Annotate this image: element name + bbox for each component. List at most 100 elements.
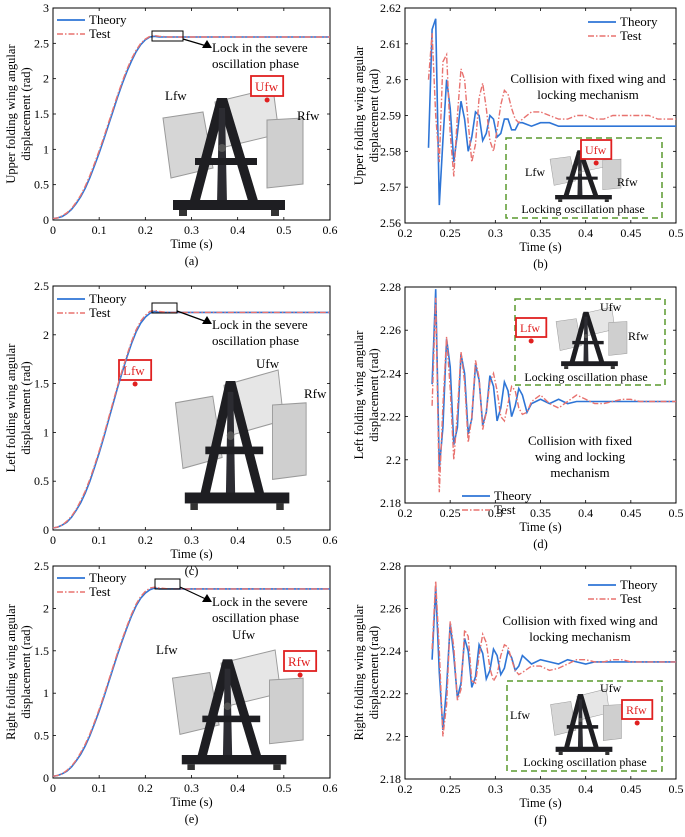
- rig-mast: [583, 316, 589, 364]
- rig-leg-left: [196, 659, 233, 759]
- right-wing-panel: [602, 704, 622, 741]
- photo-label-marker: [528, 338, 534, 344]
- rig-mast: [225, 391, 236, 497]
- rig-hinge: [218, 144, 226, 152]
- annotation-text: mechanism: [550, 465, 609, 480]
- photo-label-marker: [297, 672, 303, 678]
- y-axis-label: displacement (rad): [19, 67, 33, 160]
- annotation-text: Lock in the severe: [212, 40, 308, 55]
- legend-label: Test: [620, 591, 642, 606]
- x-tick-label: 0.3: [184, 533, 199, 547]
- rig-crossbar: [205, 446, 264, 455]
- annotation-text: Collision with fixed: [528, 433, 633, 448]
- rig-leg-right: [225, 380, 266, 497]
- photo-label: Lfw: [525, 165, 545, 179]
- y-tick-label: 0.5: [34, 474, 49, 488]
- x-axis-label: Time (s): [170, 237, 212, 251]
- inset-rig-photo: [555, 306, 628, 369]
- y-tick-label: 2.22: [380, 687, 401, 701]
- annotation-text: Lock in the severe: [212, 317, 308, 332]
- y-axis-label: displacement (rad): [367, 69, 381, 162]
- x-axis-label: Time (s): [170, 547, 212, 561]
- rig-leg-left: [189, 98, 227, 204]
- x-axis-label: Time (s): [519, 240, 561, 254]
- annotation-text: oscillation phase: [212, 333, 299, 348]
- legend-label: Test: [89, 584, 111, 599]
- x-tick-label: 0.1: [92, 533, 107, 547]
- y-tick-label: 2.26: [380, 323, 401, 337]
- rig-base: [555, 746, 613, 752]
- y-tick-label: 0.5: [34, 178, 49, 192]
- right-wing-panel: [266, 117, 304, 189]
- photo-label: Rfw: [297, 108, 320, 123]
- annotation-arrowhead: [202, 40, 212, 48]
- x-tick-label: 0.5: [669, 782, 684, 796]
- x-axis-label: Time (s): [519, 796, 561, 810]
- rig-foot: [605, 751, 610, 755]
- y-tick-label: 2.5: [34, 279, 49, 293]
- x-tick-label: 0.6: [323, 533, 338, 547]
- x-tick-label: 0: [50, 781, 56, 795]
- rig-foot: [187, 764, 195, 770]
- x-tick-label: 0.3: [488, 782, 503, 796]
- y-tick-label: 2.24: [380, 644, 401, 658]
- rig-leg-left: [199, 380, 236, 497]
- photo-label: Ufw: [585, 143, 607, 157]
- rig-foot: [190, 503, 198, 510]
- rig-hinge: [578, 717, 583, 722]
- rig-leg-right: [217, 98, 259, 204]
- inset-title: Locking oscillation phase: [524, 370, 647, 384]
- y-tick-label: 1: [43, 686, 49, 700]
- legend-label: Theory: [620, 14, 658, 29]
- y-axis-label: Upper folding wing angular: [352, 45, 366, 185]
- rig-foot: [610, 366, 615, 369]
- photo-label: Lfw: [520, 321, 540, 335]
- series-line-test: [52, 309, 330, 529]
- x-tick-label: 0: [50, 533, 56, 547]
- inset-rig-photo: [550, 688, 622, 755]
- rig-foot: [558, 199, 563, 202]
- annotation-text: Collision with fixed wing and: [502, 613, 658, 628]
- y-tick-label: 2.2: [386, 729, 401, 743]
- annotation-arrowhead: [202, 316, 212, 324]
- y-tick-label: 2.56: [380, 216, 401, 230]
- x-tick-label: 0.5: [669, 226, 684, 240]
- series-line-test: [431, 297, 676, 493]
- right-wing-panel: [602, 158, 622, 190]
- y-tick-label: 2.59: [380, 109, 401, 123]
- x-tick-label: 0.4: [230, 223, 245, 237]
- rig-mast: [222, 668, 233, 759]
- x-tick-label: 0.5: [276, 781, 291, 795]
- rig-crossbar: [195, 158, 257, 165]
- photo-label: Lfw: [165, 88, 187, 103]
- x-tick-label: 0.25: [440, 226, 461, 240]
- x-tick-label: 0.6: [323, 781, 338, 795]
- legend-label: Theory: [89, 570, 127, 585]
- x-tick-label: 0.45: [620, 506, 641, 520]
- photo-label-box: [580, 139, 613, 160]
- photo-label: Lfw: [510, 708, 530, 722]
- x-tick-label: 0.3: [488, 226, 503, 240]
- y-tick-label: 0: [43, 213, 49, 227]
- rig-photo: [171, 649, 304, 770]
- photo-label: Lfw: [123, 363, 145, 378]
- y-tick-label: 3: [43, 1, 49, 15]
- panel-d: 0.2 0.25 0.3 0.35 0.4 0.45 0.5 2.18 2.2 2.22 2.24 2…: [352, 280, 684, 551]
- x-tick-label: 0.5: [276, 533, 291, 547]
- y-axis-label: displacement (rad): [19, 625, 33, 718]
- legend-label: Theory: [89, 291, 127, 306]
- rig-mast: [577, 154, 583, 197]
- photo-label: Ufw: [255, 79, 279, 94]
- lock-region-box: [151, 302, 178, 314]
- photo-label: Ufw: [256, 356, 280, 371]
- rig-mast: [217, 108, 227, 204]
- x-tick-label: 0.6: [323, 223, 338, 237]
- x-tick-label: 0.35: [530, 506, 551, 520]
- annotation-text: Collision with fixed wing and: [510, 71, 666, 86]
- photo-label: Rfw: [628, 329, 649, 343]
- legend-label: Theory: [494, 488, 532, 503]
- y-axis-label: Left folding wing angular: [4, 343, 18, 473]
- panel-f: 0.2 0.25 0.3 0.35 0.4 0.45 0.5 2.18 2.2 2.22 2.24 2…: [352, 559, 684, 827]
- x-axis-label: Time (s): [519, 520, 561, 534]
- photo-label: Ufw: [232, 627, 256, 642]
